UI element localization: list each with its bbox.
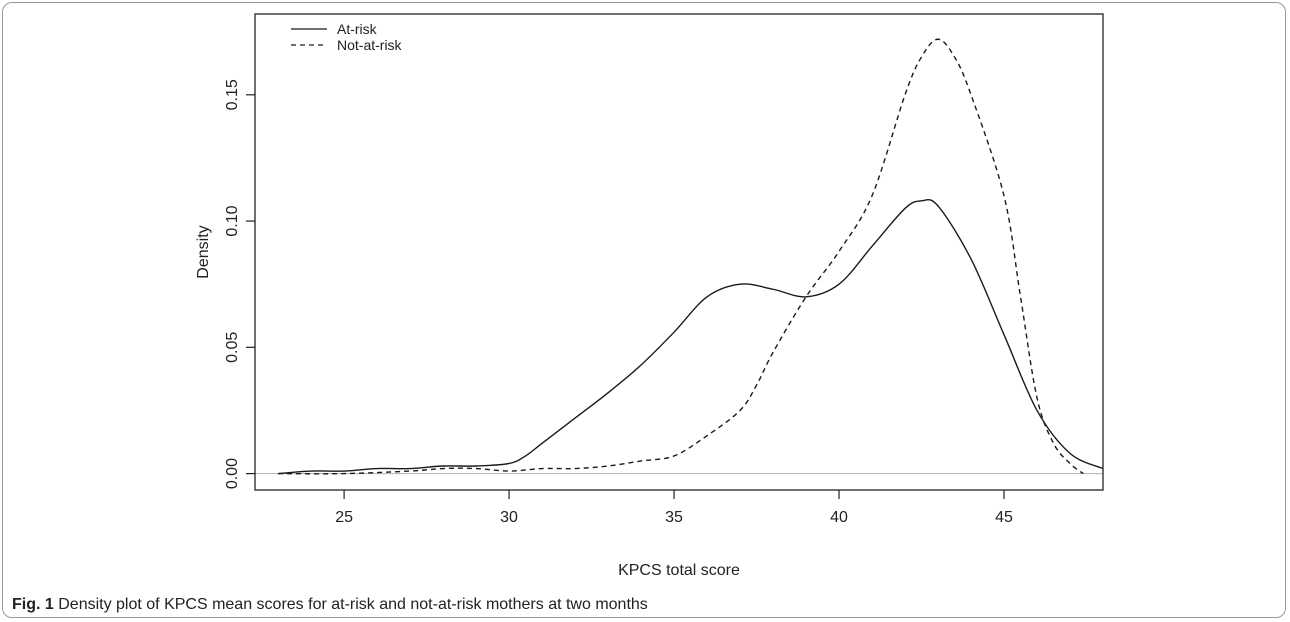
y-axis: 0.00 0.05 0.10 0.15 [224,79,255,489]
x-tick-label: 45 [995,509,1013,526]
y-tick-label: 0.00 [224,458,241,489]
series-layer [278,38,1104,475]
density-chart: 25 30 35 40 45 0.00 0.05 0.10 0.15 KPCS total s… [195,13,1104,579]
y-axis-label: Density [195,225,212,278]
x-axis: 25 30 35 40 45 [335,490,1013,526]
y-tick-label: 0.15 [224,79,241,110]
y-tick-label: 0.10 [224,205,241,236]
x-tick-label: 25 [335,509,353,526]
series-line-not-at-risk [278,38,1084,475]
x-tick-label: 40 [830,509,848,526]
caption-text: Density plot of KPCS mean scores for at-… [58,596,648,613]
caption-label: Fig. 1 [12,596,54,613]
legend-label: Not-at-risk [337,37,403,53]
y-tick-label: 0.05 [224,332,241,363]
x-tick-label: 35 [665,509,683,526]
figure-caption: Fig. 1 Density plot of KPCS mean scores … [12,596,648,614]
legend-label: At-risk [337,21,378,37]
plot-box [254,13,1104,491]
x-tick-label: 30 [500,509,518,526]
x-axis-label: KPCS total score [618,562,740,579]
series-line-at-risk [278,198,1104,475]
